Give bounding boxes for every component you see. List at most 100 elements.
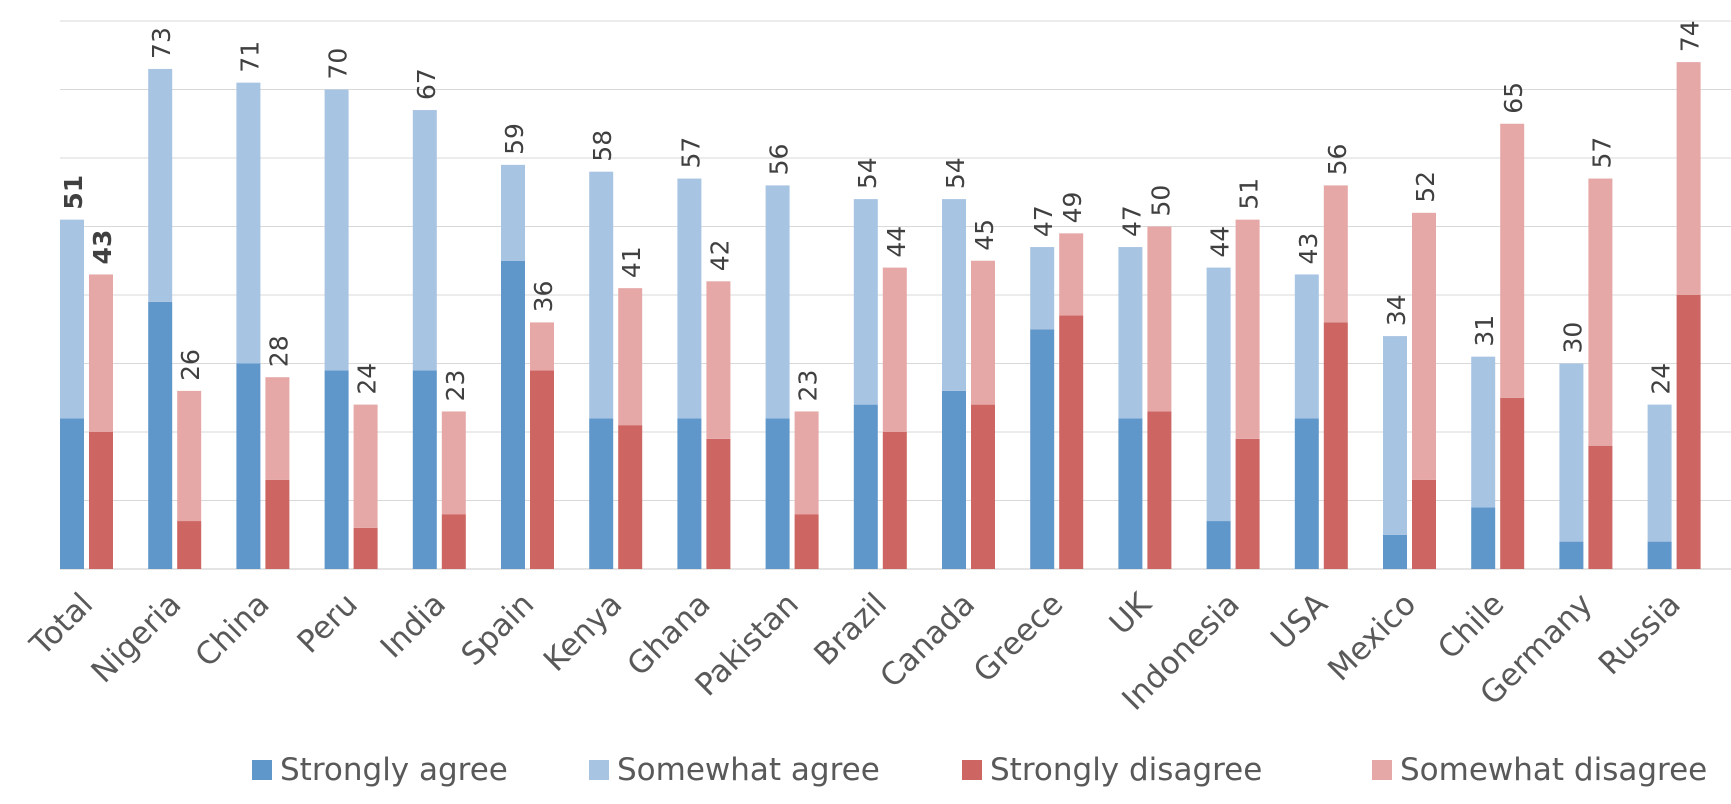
category-label: Peru [290,586,364,660]
chart-legend: Strongly agree Somewhat agree Strongly d… [0,752,1731,796]
bar-strongly-agree [1294,418,1319,569]
data-label-agree-total: 71 [235,41,264,73]
bar-somewhat-agree [1471,356,1496,508]
bar-somewhat-agree [1206,267,1231,522]
data-label-agree-total: 67 [412,68,441,100]
data-label-agree-total: 30 [1558,322,1587,354]
bar-somewhat-disagree [89,274,113,432]
bar-strongly-agree [942,390,966,569]
bar-strongly-agree [1383,534,1407,569]
bar-strongly-disagree [441,514,466,569]
bar-somewhat-disagree [971,260,995,405]
bar-strongly-agree [1030,329,1055,569]
bar-somewhat-agree [1030,247,1055,330]
data-label-disagree-total: 26 [176,349,205,381]
data-label-agree-total: 56 [765,144,794,176]
data-label-disagree-total: 74 [1676,20,1705,52]
bar-strongly-disagree [971,404,995,569]
legend-label: Strongly agree [280,752,508,788]
data-label-disagree-total: 45 [970,219,999,251]
data-label-disagree-total: 57 [1587,137,1616,169]
data-label-disagree-total: 56 [1323,144,1352,176]
category-label: Chile [1431,586,1511,666]
category-label: UK [1103,586,1159,642]
legend-swatch [589,760,609,780]
bar-somewhat-disagree [441,411,466,515]
bar-somewhat-disagree [1235,219,1260,439]
data-label-agree-total: 34 [1382,294,1411,326]
bar-strongly-agree [1647,541,1672,569]
data-label-disagree-total: 65 [1499,82,1528,114]
bar-somewhat-agree [60,219,84,419]
data-label-agree-total: 31 [1470,315,1499,347]
legend-item-strongly-disagree: Strongly disagree [962,752,1262,788]
data-label-agree-total: 73 [147,27,176,59]
bar-strongly-disagree [177,521,202,569]
bar-somewhat-disagree [1676,62,1701,295]
data-label-agree-total: 57 [676,137,705,169]
data-label-disagree-total: 41 [617,246,646,278]
bar-somewhat-agree [853,199,878,405]
bar-somewhat-disagree [530,322,554,371]
data-label-agree-total: 54 [853,157,882,189]
bar-somewhat-agree [501,164,525,261]
bar-strongly-agree [324,370,349,569]
bar-somewhat-disagree [1147,226,1172,412]
bar-strongly-disagree [265,479,290,569]
category-label: Kenya [537,586,630,679]
bar-strongly-agree [765,418,790,569]
data-label-agree-total: 54 [941,157,970,189]
bar-strongly-disagree [618,425,643,569]
bar-strongly-disagree [1588,445,1613,569]
data-label-agree-total: 43 [1294,233,1323,265]
category-label: Spain [454,586,541,673]
category-label: Mexico [1321,586,1423,688]
category-label: Russia [1592,586,1688,682]
bar-somewhat-disagree [1500,123,1525,398]
bar-somewhat-disagree [882,267,907,432]
bar-somewhat-disagree [1412,212,1436,480]
bar-somewhat-agree [1559,363,1584,542]
bar-strongly-disagree [706,438,731,569]
bar-somewhat-agree [1294,274,1319,419]
bar-strongly-disagree [882,432,907,569]
legend-item-strongly-agree: Strongly agree [252,752,508,788]
bar-strongly-disagree [1500,397,1525,569]
legend-swatch [252,760,272,780]
category-label: Brazil [807,586,894,673]
data-label-disagree-total: 52 [1411,171,1440,203]
bar-strongly-disagree [1676,295,1701,569]
bar-somewhat-agree [1383,336,1407,535]
data-label-agree-total: 51 [59,175,88,210]
bar-strongly-agree [589,418,614,569]
data-label-disagree-total: 51 [1235,178,1264,210]
category-label: USA [1264,586,1335,657]
bar-somewhat-disagree [353,404,378,528]
bar-strongly-agree [1471,507,1496,569]
category-label: Nigeria [84,586,188,690]
bar-strongly-disagree [1147,411,1172,569]
bar-strongly-disagree [794,514,819,569]
bar-somewhat-agree [324,89,349,371]
data-label-disagree-total: 36 [529,281,558,313]
category-label: Canada [873,586,982,695]
bar-strongly-agree [412,370,437,569]
data-label-disagree-total: 42 [705,239,734,271]
data-label-disagree-total: 24 [353,363,382,395]
bar-somewhat-agree [148,68,173,302]
bar-strongly-disagree [1412,479,1436,569]
data-label-agree-total: 47 [1029,205,1058,237]
data-label-agree-total: 24 [1647,363,1676,395]
data-label-disagree-total: 23 [794,370,823,402]
bar-strongly-disagree [1059,315,1084,569]
bar-somewhat-agree [589,171,614,419]
legend-item-somewhat-disagree: Somewhat disagree [1372,752,1707,788]
data-label-disagree-total: 43 [88,230,117,265]
bar-strongly-agree [501,260,525,569]
bar-strongly-agree [1206,521,1231,569]
legend-swatch [962,760,982,780]
bar-somewhat-disagree [618,288,643,426]
bar-somewhat-disagree [1059,233,1084,316]
bar-strongly-agree [853,404,878,569]
bar-strongly-agree [1118,418,1143,569]
